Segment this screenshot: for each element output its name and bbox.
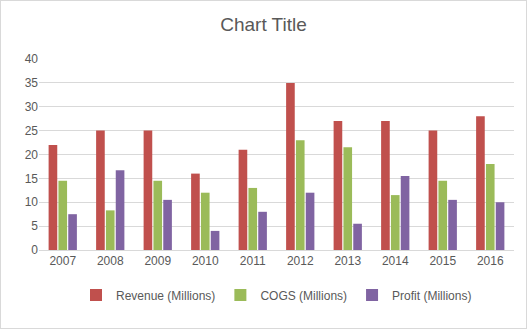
svg-text:COGS (Millions): COGS (Millions) (260, 289, 347, 303)
svg-text:2013: 2013 (334, 254, 361, 268)
svg-text:25: 25 (25, 124, 39, 138)
svg-text:2014: 2014 (382, 254, 409, 268)
svg-text:2015: 2015 (429, 254, 456, 268)
svg-text:30: 30 (25, 100, 39, 114)
svg-text:5: 5 (31, 219, 38, 233)
svg-text:2007: 2007 (49, 254, 76, 268)
svg-text:2016: 2016 (477, 254, 504, 268)
svg-text:2008: 2008 (97, 254, 124, 268)
svg-text:20: 20 (25, 148, 39, 162)
svg-text:0: 0 (31, 243, 38, 257)
svg-text:2010: 2010 (192, 254, 219, 268)
svg-text:Revenue (Millions): Revenue (Millions) (116, 289, 215, 303)
svg-text:40: 40 (25, 52, 39, 66)
svg-text:Chart Title: Chart Title (220, 14, 307, 35)
svg-text:2011: 2011 (240, 254, 266, 268)
svg-text:15: 15 (25, 172, 39, 186)
svg-text:10: 10 (25, 195, 39, 209)
svg-text:35: 35 (25, 76, 39, 90)
svg-text:Profit (Millions): Profit (Millions) (392, 289, 471, 303)
svg-text:2009: 2009 (144, 254, 171, 268)
svg-text:2012: 2012 (287, 254, 314, 268)
